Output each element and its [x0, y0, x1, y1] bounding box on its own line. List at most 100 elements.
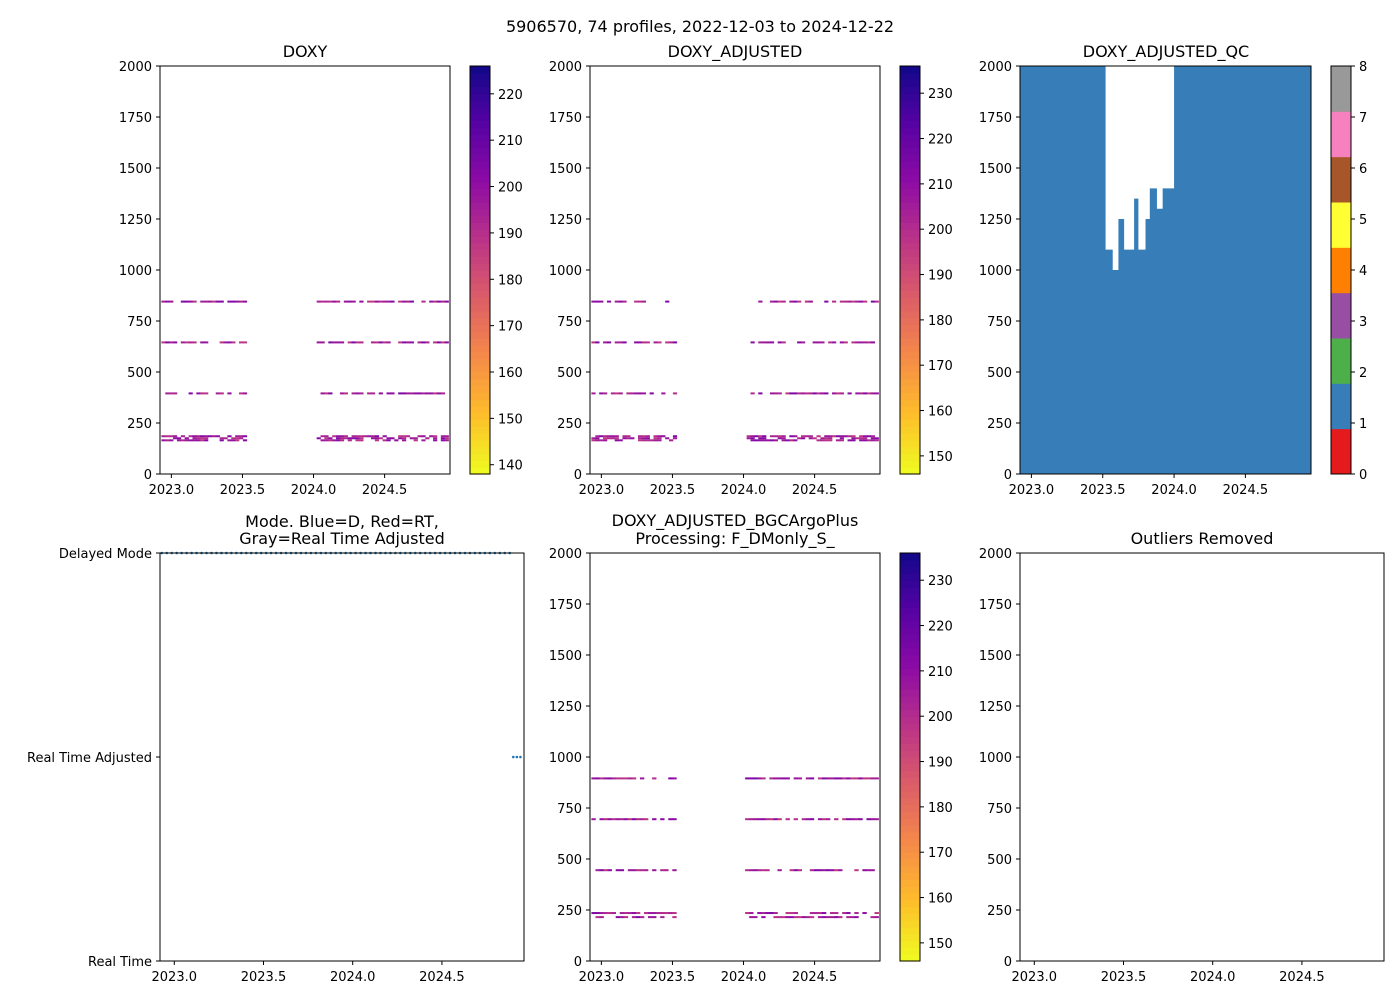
- profile-cell: [672, 392, 678, 395]
- profile-cell: [832, 435, 837, 438]
- colorbar-segment: [900, 893, 920, 901]
- panel-title-doxy-adjusted: DOXY_ADJUSTED: [667, 42, 803, 61]
- profile-cell: [785, 916, 790, 919]
- y-tick-label: 500: [127, 366, 152, 381]
- colorbar-segment: [470, 276, 490, 285]
- profile-cell: [173, 435, 178, 438]
- profile-cell: [870, 818, 875, 821]
- colorbar-segment: [900, 86, 920, 94]
- profile-cell: [657, 437, 662, 440]
- profile-cell: [627, 869, 633, 872]
- colorbar-frame: [899, 65, 921, 475]
- profile-cell: [398, 300, 403, 303]
- colorbar-tick-label: 1: [1359, 417, 1367, 432]
- colorbar-segment: [900, 621, 920, 629]
- profile-cell: [169, 392, 174, 395]
- profile-cell: [797, 300, 802, 303]
- y-tick-label: 1000: [119, 264, 152, 279]
- colorbar-segment: [470, 406, 490, 414]
- profile-cell: [652, 869, 657, 872]
- profile-cell: [374, 439, 380, 442]
- colorbar-segment: [900, 236, 920, 244]
- axes-qc: 2023.0 2023.5 2024.0 2024.5 0 250 500 750 1000 12…: [979, 60, 1312, 498]
- y-tick-label: 1500: [979, 162, 1012, 177]
- profile-cell: [854, 912, 859, 915]
- colorbar-segment: [470, 324, 490, 332]
- colorbar-segment: [900, 446, 920, 455]
- profile-cell: [805, 777, 811, 780]
- profile-cell: [200, 435, 205, 438]
- profile-cell: [660, 818, 665, 821]
- axes-frame: [159, 552, 525, 962]
- colorbar-segment: [470, 385, 490, 393]
- profile-cell: [820, 392, 825, 395]
- colorbar-tick-label: 3: [1359, 315, 1367, 330]
- profile-cell: [336, 439, 341, 442]
- axes-frame: [589, 65, 881, 475]
- profile-cell: [359, 439, 364, 442]
- profile-cell: [219, 439, 224, 442]
- profile-cell: [832, 300, 837, 303]
- profile-cell: [591, 300, 596, 303]
- profile-cell: [773, 777, 778, 780]
- colorbar-segment: [470, 290, 490, 298]
- colorbar-segment: [900, 695, 920, 704]
- profile-cell: [196, 435, 201, 438]
- profile-cell: [204, 439, 209, 442]
- profile-cell: [749, 916, 754, 919]
- profile-cell: [339, 439, 345, 442]
- profile-cell: [834, 916, 839, 919]
- colorbar-segment: [900, 757, 920, 765]
- colorbar-segment: [470, 120, 490, 128]
- colorbar-segment: [900, 154, 920, 162]
- profile-cell: [615, 916, 621, 919]
- colorbar-segment: [900, 215, 920, 223]
- profile-cell: [595, 912, 600, 915]
- y-tick-label: 1750: [979, 598, 1012, 613]
- profile-cell: [231, 341, 236, 344]
- colorbar-segment: [470, 338, 490, 346]
- x-tick-label: 2023.0: [579, 970, 625, 985]
- profile-cell: [817, 916, 823, 919]
- profile-cell: [757, 912, 762, 915]
- profile-cell: [656, 912, 661, 915]
- profile-cell: [641, 341, 647, 344]
- colorbar-segment: [900, 93, 920, 101]
- profile-cell: [639, 777, 645, 780]
- colorbar-segment: [900, 358, 920, 366]
- profile-cell: [363, 435, 368, 438]
- profile-cell: [324, 439, 329, 442]
- profile-cell: [599, 392, 604, 395]
- profile-cell: [842, 912, 847, 915]
- profile-cell: [773, 435, 778, 438]
- profile-cell: [405, 435, 411, 438]
- profile-cell: [797, 392, 802, 395]
- profile-cell: [813, 912, 819, 915]
- profile-cell: [789, 916, 794, 919]
- profile-cell: [793, 300, 798, 303]
- profile-cell: [781, 916, 786, 919]
- colorbar-tick-label: 200: [498, 181, 523, 196]
- profile-cell: [809, 869, 815, 872]
- qc-class-3: [1331, 292, 1351, 339]
- profile-cell: [874, 300, 879, 303]
- profile-cell: [242, 392, 248, 395]
- profile-cell: [637, 300, 643, 303]
- profile-cell: [398, 341, 403, 344]
- profile-cell: [227, 439, 232, 442]
- profile-cell: [812, 341, 817, 344]
- colorbar-tick-label: 150: [928, 937, 953, 952]
- profile-cell: [320, 300, 325, 303]
- profile-cell: [830, 916, 835, 919]
- profile-cell: [627, 818, 633, 821]
- profile-cell: [402, 300, 407, 303]
- profile-cell: [824, 392, 829, 395]
- colorbar-tick-label: 220: [498, 88, 523, 103]
- profile-cell: [821, 818, 827, 821]
- profile-cell: [839, 300, 844, 303]
- rt-adjusted-point: [519, 755, 522, 759]
- profile-cell: [328, 437, 333, 440]
- profile-cell: [188, 392, 193, 395]
- profile-cell: [808, 392, 813, 395]
- profile-cell: [417, 435, 422, 438]
